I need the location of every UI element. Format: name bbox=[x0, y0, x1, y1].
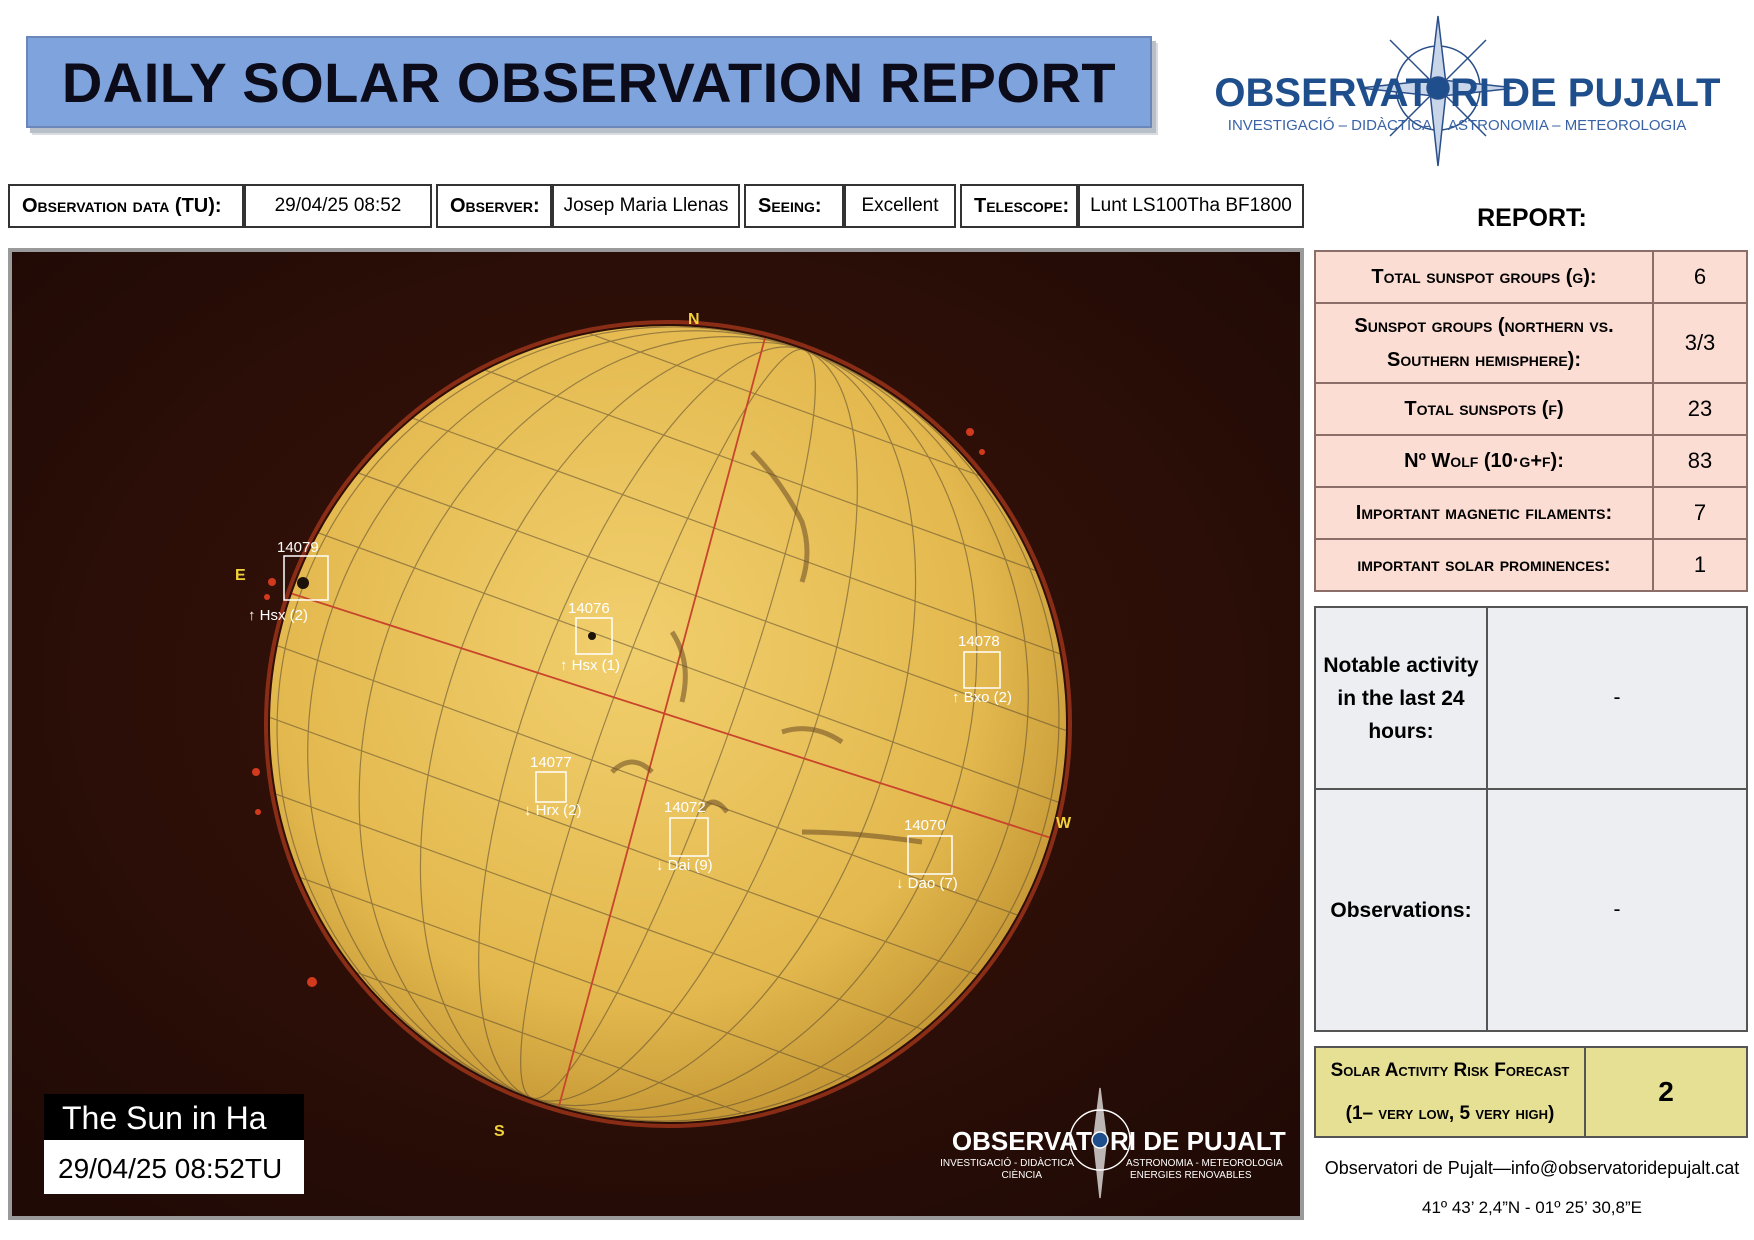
notable-activity-row: Notable activity in the last 24 hours: - bbox=[1314, 606, 1748, 790]
telescope-value: Lunt LS100Tha BF1800 bbox=[1078, 184, 1304, 228]
logo-tagline-left: INVESTIGACIÓ – DIDÀCTICA bbox=[1228, 117, 1432, 134]
solar-prominences bbox=[252, 428, 985, 987]
stat-row-filaments: Important magnetic filaments: 7 bbox=[1314, 486, 1748, 540]
watermark-tag-right-1: ASTRONOMIA - METEOROLOGIA bbox=[1126, 1158, 1283, 1169]
caption-title: The Sun in Ha bbox=[62, 1100, 267, 1136]
logo-tagline-right: ASTRONOMIA – METEOROLOGIA bbox=[1448, 117, 1686, 134]
sun-disk bbox=[270, 326, 1066, 1122]
equator-and-meridian bbox=[270, 326, 1066, 1122]
direction-west-label: W bbox=[1056, 815, 1072, 832]
stat-row-wolf-number: Nº Wolf (10·g+f): 83 bbox=[1314, 434, 1748, 488]
region-14079-class: ↑ Hsx (2) bbox=[248, 607, 308, 624]
image-caption: The Sun in Ha 29/04/25 08:52TU bbox=[44, 1094, 304, 1194]
region-14078: 14078 ↑ Bxo (2) bbox=[952, 633, 1012, 706]
watermark-compass-icon bbox=[1069, 1087, 1131, 1199]
stat-value: 6 bbox=[1652, 250, 1748, 304]
watermark-name-left: OBSERVAT bbox=[952, 1126, 1092, 1156]
region-14072-class: ↓ Dai (9) bbox=[656, 857, 713, 874]
observation-date-label: Observation data (TU): bbox=[8, 184, 244, 228]
stat-row-prominences: important solar prominences: 1 bbox=[1314, 538, 1748, 592]
stat-label: Nº Wolf (10·g+f): bbox=[1314, 434, 1654, 488]
direction-north-label: N bbox=[688, 311, 700, 328]
observation-date-value: 29/04/25 08:52 bbox=[244, 184, 432, 228]
watermark-tag-right-2: ENERGIES RENOVABLES bbox=[1130, 1170, 1252, 1181]
stat-label: Important magnetic filaments: bbox=[1314, 486, 1654, 540]
risk-forecast-table: Solar Activity Risk Forecast (1– very lo… bbox=[1314, 1046, 1748, 1138]
stat-row-total-sunspots: Total sunspots (f) 23 bbox=[1314, 382, 1748, 436]
risk-label-line2: (1– very low, 5 very high) bbox=[1345, 1103, 1555, 1124]
region-14070: 14070 ↓ Dao (7) bbox=[896, 817, 958, 892]
risk-label-line1: Solar Activity Risk Forecast bbox=[1330, 1060, 1570, 1081]
region-14078-id: 14078 bbox=[958, 633, 1000, 650]
stat-value: 1 bbox=[1652, 538, 1748, 592]
region-14078-class: ↑ Bxo (2) bbox=[952, 689, 1012, 706]
seeing-label: Seeing: bbox=[744, 184, 844, 228]
watermark-tag-left-1: INVESTIGACIÓ - DIDÀCTICA bbox=[940, 1156, 1074, 1169]
region-14079-id: 14079 bbox=[277, 539, 319, 556]
observations-label: Observations: bbox=[1314, 788, 1488, 1032]
logo-name-right: RI DE PUJALT bbox=[1450, 71, 1720, 115]
stat-value: 7 bbox=[1652, 486, 1748, 540]
region-14072-id: 14072 bbox=[664, 799, 706, 816]
watermark-tag-left-2: CIÈNCIA bbox=[1001, 1168, 1042, 1181]
stat-label: Sunspot groups (northern vs. Southern he… bbox=[1314, 302, 1654, 384]
heliographic-grid bbox=[270, 326, 1066, 1122]
footer-contact: Observatori de Pujalt—info@observatoride… bbox=[1324, 1158, 1740, 1178]
region-14077-class: ↓ Hrx (2) bbox=[524, 802, 582, 819]
region-14076-id: 14076 bbox=[568, 600, 610, 617]
report-heading: REPORT: bbox=[1477, 204, 1587, 232]
observations-value: - bbox=[1486, 788, 1748, 1032]
stat-value: 3/3 bbox=[1652, 302, 1748, 384]
report-stats-table: Total sunspot groups (g): 6 Sunspot grou… bbox=[1314, 250, 1748, 592]
region-14072: 14072 ↓ Dai (9) bbox=[656, 799, 713, 874]
observer-value: Josep Maria Llenas bbox=[552, 184, 740, 228]
caption-time: 29/04/25 08:52TU bbox=[58, 1153, 282, 1184]
stat-label: Total sunspot groups (g): bbox=[1314, 250, 1654, 304]
region-14076-class: ↑ Hsx (1) bbox=[560, 657, 620, 674]
notable-activity-value: - bbox=[1486, 606, 1748, 790]
region-14077-id: 14077 bbox=[530, 754, 572, 771]
direction-east-label: E bbox=[235, 567, 246, 584]
observatory-logo: OBSERVAT RI DE PUJALT INVESTIGACIÓ – DID… bbox=[1210, 6, 1750, 176]
report-notes-table: Notable activity in the last 24 hours: -… bbox=[1314, 606, 1748, 1032]
risk-forecast-value: 2 bbox=[1584, 1046, 1748, 1138]
region-14070-id: 14070 bbox=[904, 817, 946, 834]
stat-label: important solar prominences: bbox=[1314, 538, 1654, 592]
observations-row: Observations: - bbox=[1314, 788, 1748, 1032]
stat-label: Total sunspots (f) bbox=[1314, 382, 1654, 436]
region-14070-class: ↓ Dao (7) bbox=[896, 875, 958, 892]
footer-coordinates: 41º 43’ 2,4”N - 01º 25’ 30,8”E bbox=[1421, 1198, 1642, 1217]
page-title: DAILY SOLAR OBSERVATION REPORT bbox=[61, 50, 1117, 114]
stat-row-total-groups: Total sunspot groups (g): 6 bbox=[1314, 250, 1748, 304]
region-14077: 14077 ↓ Hrx (2) bbox=[524, 754, 582, 819]
title-banner: DAILY SOLAR OBSERVATION REPORT bbox=[26, 36, 1152, 128]
direction-south-label: S bbox=[494, 1123, 505, 1140]
stat-value: 23 bbox=[1652, 382, 1748, 436]
region-14079: 14079 ↑ Hsx (2) bbox=[248, 539, 329, 624]
logo-name-left: OBSERVAT bbox=[1214, 71, 1430, 115]
observer-label: Observer: bbox=[436, 184, 552, 228]
stat-value: 83 bbox=[1652, 434, 1748, 488]
region-14076: 14076 ↑ Hsx (1) bbox=[560, 600, 620, 674]
compass-rose-icon bbox=[1359, 15, 1517, 167]
notable-activity-label: Notable activity in the last 24 hours: bbox=[1314, 606, 1488, 790]
stat-row-hemisphere-groups: Sunspot groups (northern vs. Southern he… bbox=[1314, 302, 1748, 384]
watermark-name-right: RI DE PUJALT bbox=[1110, 1126, 1286, 1156]
seeing-value: Excellent bbox=[844, 184, 956, 228]
risk-forecast-label: Solar Activity Risk Forecast (1– very lo… bbox=[1314, 1046, 1586, 1138]
watermark-logo: OBSERVAT RI DE PUJALT INVESTIGACIÓ - DID… bbox=[940, 1087, 1286, 1199]
telescope-label: Telescope: bbox=[960, 184, 1078, 228]
sun-h-alpha-image: N S E W 14079 ↑ Hsx (2) 14076 ↑ Hsx (1) … bbox=[8, 248, 1304, 1220]
